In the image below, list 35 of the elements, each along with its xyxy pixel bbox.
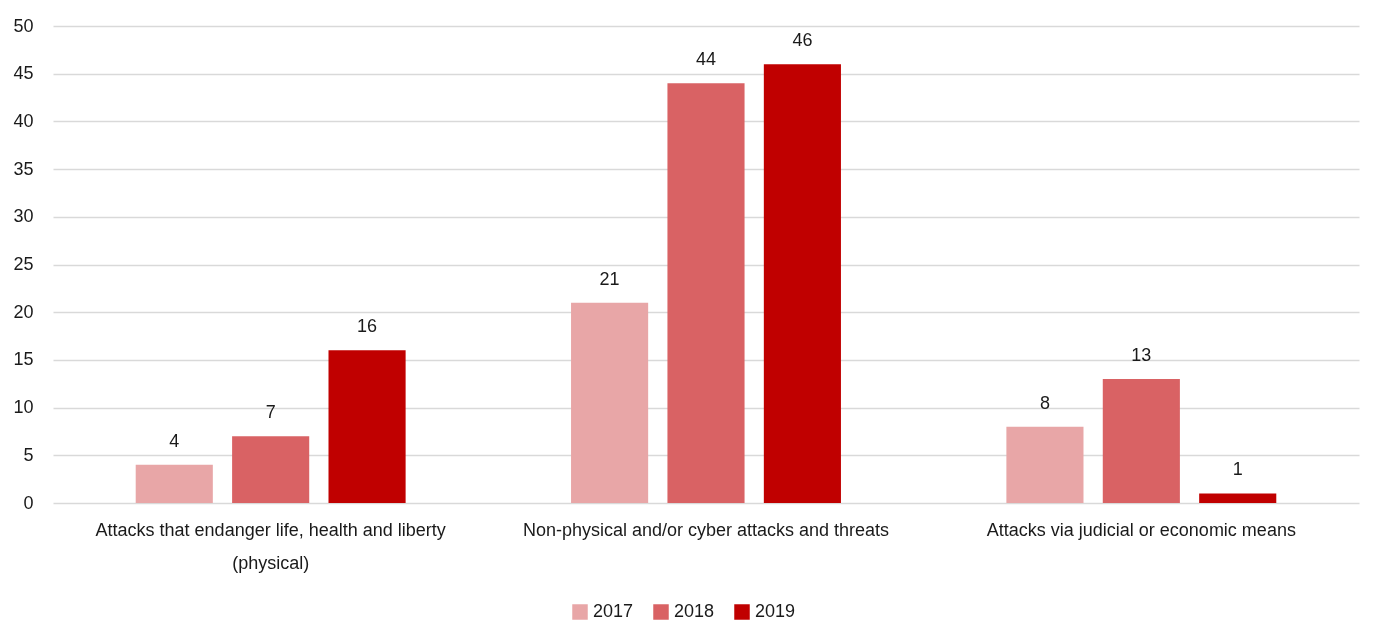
data-label: 44: [695, 49, 717, 70]
bar: [1199, 493, 1277, 503]
y-tick-label: 50: [13, 15, 34, 36]
bar: [1006, 426, 1084, 503]
x-tick-label: Attacks that endanger life, health and liberty (physical): [95, 519, 446, 573]
legend-label: 2019: [755, 601, 796, 621]
data-label: 1: [1232, 459, 1243, 480]
y-tick-label: 35: [13, 158, 34, 179]
x-tick-label: Non-physical and/or cyber attacks and threats: [522, 519, 890, 540]
data-label: 16: [357, 316, 378, 337]
data-label: 8: [1039, 392, 1050, 413]
data-label: 21: [599, 268, 620, 289]
bar: [328, 350, 406, 503]
y-tick-label: 30: [13, 206, 34, 227]
data-label: 13: [1131, 344, 1152, 365]
data-label: 7: [265, 402, 276, 423]
legend-label: 2017: [593, 601, 634, 621]
y-tick-label: 45: [13, 63, 34, 84]
bar: [135, 464, 213, 503]
bar: [667, 83, 745, 503]
data-label: 46: [792, 30, 813, 51]
bar: [763, 64, 841, 503]
bar: [1102, 378, 1180, 503]
y-tick-label: 10: [13, 397, 34, 418]
y-tick-label: 0: [23, 492, 34, 513]
y-tick-label: 15: [13, 349, 34, 370]
bar: [571, 302, 649, 503]
data-label: 4: [169, 430, 180, 451]
y-tick-label: 40: [13, 110, 34, 131]
y-tick-label: 20: [13, 301, 34, 322]
bar: [232, 436, 310, 503]
legend-label: 2018: [674, 601, 715, 621]
y-tick-label: 25: [13, 254, 34, 274]
y-tick-label: 5: [23, 444, 34, 465]
x-tick-label: Attacks via judicial or economic means: [986, 519, 1296, 540]
